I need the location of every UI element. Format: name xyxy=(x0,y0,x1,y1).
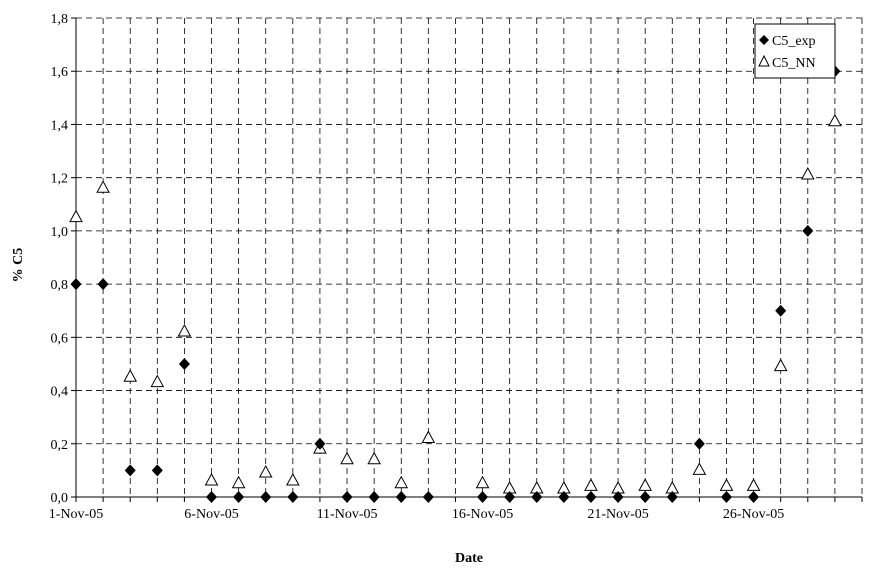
data-point-c5-nn xyxy=(367,451,381,465)
data-point-c5-exp xyxy=(531,491,543,503)
grid-layer xyxy=(76,17,863,497)
data-point-c5-exp xyxy=(585,491,597,503)
data-point-c5-exp xyxy=(97,278,109,291)
data-point-c5-nn xyxy=(123,369,138,382)
data-point-c5-exp xyxy=(477,491,489,503)
data-point-c5-nn xyxy=(394,475,409,489)
data-point-c5-nn xyxy=(285,472,300,486)
data-point-c5-exp xyxy=(720,491,732,503)
data-point-c5-exp xyxy=(341,491,353,503)
tick-layer: 0,0 0,2 0,4 0,6 0,8 1,0 1,2 1,4 1,6 1,8 1-Nov-05 6-… xyxy=(49,12,863,522)
y-tick-label: 0,4 xyxy=(51,385,69,400)
data-point-c5-exp xyxy=(314,437,326,450)
data-point-c5-nn xyxy=(584,478,598,491)
y-tick-label: 1,6 xyxy=(51,65,69,80)
x-tick-label: 21-Nov-05 xyxy=(587,507,648,522)
y-tick-label: 0,6 xyxy=(51,331,69,346)
data-point-c5-nn xyxy=(231,475,246,489)
data-point-c5-exp xyxy=(233,491,245,503)
data-point-c5-exp xyxy=(368,491,380,503)
data-point-c5-exp xyxy=(206,491,218,503)
data-point-c5-exp xyxy=(504,491,516,503)
data-point-c5-nn xyxy=(719,478,734,491)
data-point-c5-exp xyxy=(612,491,624,503)
data-point-c5-nn xyxy=(828,113,842,127)
axes-layer xyxy=(75,18,862,498)
data-point-c5-nn xyxy=(421,430,436,443)
legend: C5_exp C5_NN xyxy=(754,23,836,79)
legend-triangle-marker xyxy=(758,54,770,67)
y-tick-label: 1,0 xyxy=(51,225,69,240)
data-point-c5-exp xyxy=(287,491,299,503)
data-point-c5-exp xyxy=(775,304,787,317)
x-tick-label: 16-Nov-05 xyxy=(452,507,513,522)
data-point-c5-exp xyxy=(70,278,82,291)
y-tick-label: 0,2 xyxy=(51,438,69,453)
data-point-c5-nn xyxy=(150,374,165,388)
data-point-c5-exp xyxy=(802,224,814,237)
data-point-c5-exp xyxy=(558,491,570,503)
data-point-c5-exp xyxy=(666,491,678,503)
x-tick-label: 11-Nov-05 xyxy=(317,507,378,522)
legend-label-c5-nn: C5_NN xyxy=(772,56,816,71)
data-point-c5-nn xyxy=(773,358,788,372)
data-point-c5-nn xyxy=(800,166,815,180)
x-axis-title: Date xyxy=(455,551,483,566)
data-point-c5-nn xyxy=(340,451,354,465)
data-point-c5-exp xyxy=(260,491,272,503)
y-axis-title: % C5 xyxy=(11,248,26,283)
y-tick-label: 0,0 xyxy=(51,491,69,506)
x-tick-label: 26-Nov-05 xyxy=(723,507,784,522)
data-point-c5-exp xyxy=(693,437,705,450)
legend-diamond-marker xyxy=(759,35,769,45)
data-point-c5-exp xyxy=(395,491,407,503)
y-tick-label: 0,8 xyxy=(51,278,69,293)
x-tick-label: 1-Nov-05 xyxy=(49,507,103,522)
data-point-c5-nn xyxy=(204,472,219,486)
y-tick-label: 1,8 xyxy=(51,12,69,27)
data-point-c5-exp xyxy=(422,491,434,503)
y-tick-label: 1,2 xyxy=(51,172,69,187)
data-point-c5-exp xyxy=(124,464,136,477)
data-point-c5-exp xyxy=(151,464,163,477)
data-point-c5-nn xyxy=(69,209,83,223)
data-point-c5-nn xyxy=(258,465,273,478)
data-point-c5-exp xyxy=(748,491,760,503)
data-point-c5-nn xyxy=(177,323,192,337)
marks-layer xyxy=(69,65,842,503)
data-point-c5-nn xyxy=(638,478,653,491)
legend-label-c5-exp: C5_exp xyxy=(772,34,816,49)
y-tick-label: 1,4 xyxy=(51,118,69,133)
data-point-c5-exp xyxy=(178,357,190,370)
data-point-c5-nn xyxy=(746,478,761,491)
legend-box xyxy=(754,23,836,79)
data-point-c5-nn xyxy=(692,462,707,475)
x-tick-label: 6-Nov-05 xyxy=(184,507,238,522)
data-point-c5-exp xyxy=(639,491,651,503)
data-point-c5-nn xyxy=(475,475,490,489)
data-point-c5-nn xyxy=(96,180,110,193)
